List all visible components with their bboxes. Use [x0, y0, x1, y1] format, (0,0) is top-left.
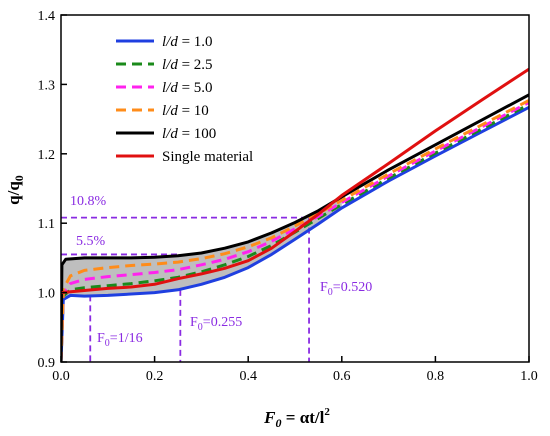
legend-label-2: l/d = 5.0	[162, 80, 213, 96]
legend-label-4: l/d = 100	[162, 126, 216, 142]
series-line-1	[61, 103, 529, 362]
y-tick-label: 0.9	[38, 356, 56, 371]
y-tick-label: 1.1	[38, 217, 56, 232]
x-axis-title: F0 = αt/l2	[263, 406, 330, 430]
x-tick-label: 0.0	[52, 369, 70, 384]
axes	[60, 14, 530, 363]
series-line-3	[61, 99, 529, 362]
annotation-hline-label-0: 10.8%	[70, 194, 107, 209]
series-line-2	[61, 101, 529, 362]
legend: l/d = 1.0 l/d = 2.5 l/d = 5.0 l/d = 10 l/d =…	[116, 34, 253, 165]
plot-frame	[60, 14, 530, 363]
x-tick-label: 1.0	[520, 369, 538, 384]
legend-label-0: l/d = 1.0	[162, 34, 213, 50]
series-layer	[61, 67, 529, 362]
annotation-hline-label-1: 5.5%	[76, 234, 106, 249]
annotation-vline-label-1: F0=0.255	[190, 315, 242, 333]
legend-label-5: Single material	[162, 149, 253, 165]
series-line-0	[61, 105, 529, 362]
series-line-4	[61, 93, 529, 362]
x-tick-label: 0.8	[427, 369, 445, 384]
y-tick-label: 1.4	[38, 9, 56, 24]
tick-labels: 0.0 0.2 0.4 0.6 0.8 1.0 0.9 1.0 1.1 1.2 1.3 1.4	[38, 9, 538, 384]
y-tick-label: 1.2	[38, 148, 56, 163]
y-axis-title: q/q0	[4, 175, 26, 205]
annotation-lines	[61, 216, 310, 362]
y-tick-label: 1.3	[38, 78, 56, 93]
series-line-5	[61, 67, 529, 295]
y-tick-label: 1.0	[38, 287, 56, 302]
x-tick-label: 0.2	[146, 369, 164, 384]
annotation-labels: 10.8% 5.5% F0=1/16 F0=0.255 F0=0.520	[70, 194, 372, 349]
x-tick-label: 0.6	[333, 369, 351, 384]
x-tick-label: 0.4	[239, 369, 257, 384]
annotation-vline-label-2: F0=0.520	[320, 280, 372, 298]
legend-label-1: l/d = 2.5	[162, 57, 213, 73]
annotation-vline-label-0: F0=1/16	[97, 331, 143, 349]
legend-label-3: l/d = 10	[162, 103, 209, 119]
